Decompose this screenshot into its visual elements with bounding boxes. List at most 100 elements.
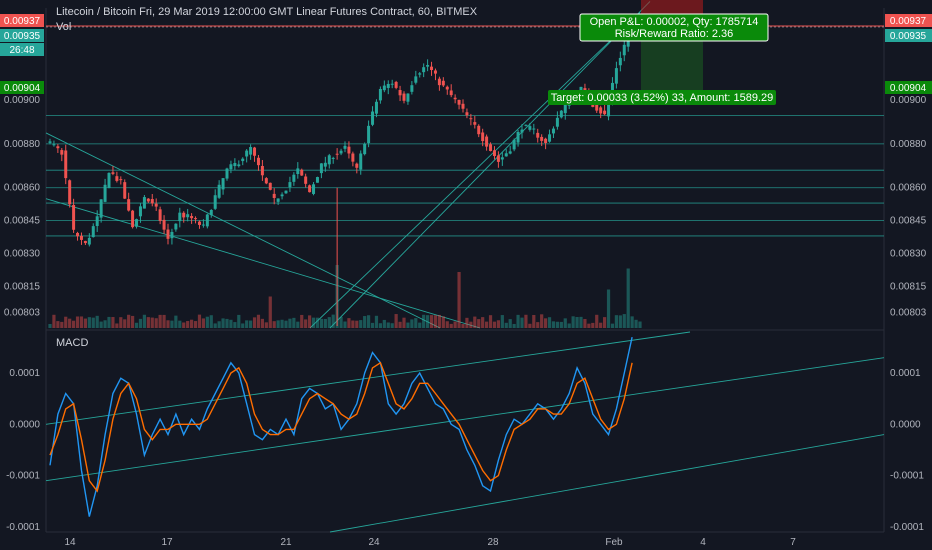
candle-body[interactable] <box>48 141 52 143</box>
candle-body[interactable] <box>453 97 457 100</box>
candle-body[interactable] <box>355 163 359 168</box>
candle-body[interactable] <box>205 214 209 227</box>
candle-body[interactable] <box>406 93 410 102</box>
candle-body[interactable] <box>284 190 288 194</box>
candle-body[interactable] <box>256 157 260 166</box>
candle-body[interactable] <box>418 73 422 75</box>
candle-body[interactable] <box>465 112 469 116</box>
candle-body[interactable] <box>422 67 426 73</box>
candle-body[interactable] <box>528 126 532 130</box>
candle-body[interactable] <box>437 78 441 86</box>
candle-body[interactable] <box>469 118 473 120</box>
candle-body[interactable] <box>241 158 245 162</box>
candle-body[interactable] <box>559 110 563 118</box>
candle-body[interactable] <box>485 136 489 147</box>
candle-body[interactable] <box>426 65 430 67</box>
candle-body[interactable] <box>457 99 461 105</box>
candle-body[interactable] <box>339 150 343 154</box>
trend-line[interactable] <box>309 12 641 329</box>
candle-body[interactable] <box>504 153 508 157</box>
candle-body[interactable] <box>323 162 327 167</box>
candle-body[interactable] <box>414 76 418 83</box>
candle-body[interactable] <box>603 110 607 115</box>
candle-body[interactable] <box>555 117 559 127</box>
candle-body[interactable] <box>512 139 516 150</box>
candle-body[interactable] <box>516 131 520 143</box>
candle-body[interactable] <box>532 128 536 130</box>
candle-body[interactable] <box>154 203 158 207</box>
candle-body[interactable] <box>540 136 544 141</box>
candle-body[interactable] <box>595 104 599 111</box>
candle-body[interactable] <box>166 229 170 239</box>
candle-body[interactable] <box>390 83 394 85</box>
candle-body[interactable] <box>614 68 618 84</box>
candle-body[interactable] <box>331 157 335 159</box>
candle-body[interactable] <box>351 153 355 162</box>
candle-body[interactable] <box>135 219 139 227</box>
candle-body[interactable] <box>433 70 437 74</box>
candle-body[interactable] <box>197 221 201 225</box>
candle-body[interactable] <box>599 107 603 114</box>
candle-body[interactable] <box>607 99 611 117</box>
candle-body[interactable] <box>347 146 351 154</box>
candle-body[interactable] <box>319 163 323 174</box>
candle-body[interactable] <box>201 224 205 226</box>
candle-body[interactable] <box>327 155 331 165</box>
candle-body[interactable] <box>477 125 481 135</box>
macd-pane[interactable]: 0.0001 0.0001 0.0000 0.0000 -0.0001 -0.0001 -0… <box>6 331 924 548</box>
candle-body[interactable] <box>209 210 213 216</box>
candle-body[interactable] <box>221 178 225 190</box>
candle-body[interactable] <box>103 184 107 202</box>
candle-body[interactable] <box>253 147 257 156</box>
macd-line[interactable] <box>49 336 633 517</box>
macd-channel-line[interactable] <box>329 434 885 533</box>
candle-body[interactable] <box>186 214 190 218</box>
candle-body[interactable] <box>473 122 477 125</box>
candle-body[interactable] <box>225 168 229 179</box>
candle-body[interactable] <box>260 165 264 176</box>
candle-body[interactable] <box>174 223 178 230</box>
candle-body[interactable] <box>68 180 72 205</box>
candle-body[interactable] <box>142 197 146 209</box>
candle-body[interactable] <box>308 185 312 193</box>
candle-body[interactable] <box>508 151 512 154</box>
candle-body[interactable] <box>296 168 300 174</box>
candle-body[interactable] <box>363 143 367 155</box>
candle-body[interactable] <box>127 199 131 211</box>
target-box[interactable]: Target: 0.00033 (3.52%) 33, Amount: 1589… <box>548 90 776 105</box>
candle-body[interactable] <box>131 210 135 228</box>
signal-line[interactable] <box>49 361 633 493</box>
candle-body[interactable] <box>449 90 453 96</box>
candle-body[interactable] <box>249 147 253 155</box>
candle-body[interactable] <box>402 93 406 101</box>
candle-body[interactable] <box>99 199 103 218</box>
candle-body[interactable] <box>56 146 60 149</box>
candle-body[interactable] <box>264 178 268 184</box>
macd-channel-line[interactable] <box>45 331 691 425</box>
candle-body[interactable] <box>367 125 371 144</box>
candle-body[interactable] <box>315 177 319 183</box>
candle-body[interactable] <box>544 138 548 144</box>
candle-body[interactable] <box>194 218 198 220</box>
candle-body[interactable] <box>213 195 217 209</box>
candle-body[interactable] <box>622 44 626 56</box>
candle-body[interactable] <box>382 85 386 91</box>
candle-body[interactable] <box>272 193 276 198</box>
candle-body[interactable] <box>520 129 524 133</box>
candle-body[interactable] <box>119 179 123 181</box>
trend-line[interactable] <box>45 132 441 329</box>
candle-body[interactable] <box>91 226 95 238</box>
candle-body[interactable] <box>304 176 308 184</box>
candle-body[interactable] <box>52 144 56 146</box>
candle-body[interactable] <box>162 219 166 230</box>
candle-body[interactable] <box>182 212 186 218</box>
candle-body[interactable] <box>146 198 150 202</box>
candle-body[interactable] <box>563 103 567 114</box>
trend-line[interactable] <box>45 198 481 329</box>
candle-body[interactable] <box>461 103 465 109</box>
candle-body[interactable] <box>536 132 540 138</box>
candle-body[interactable] <box>430 66 434 71</box>
candle-body[interactable] <box>76 232 80 237</box>
candle-body[interactable] <box>83 240 87 244</box>
candle-body[interactable] <box>280 194 284 197</box>
